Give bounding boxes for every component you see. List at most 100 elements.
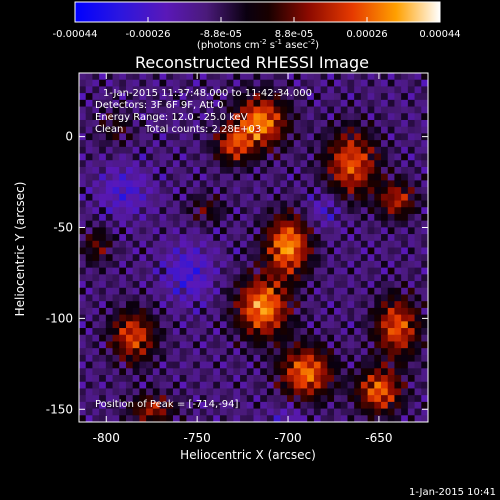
- heatmap-cell: [125, 381, 134, 390]
- heatmap-cell: [387, 133, 396, 141]
- heatmap-cell: [172, 287, 181, 296]
- heatmap-cell: [99, 166, 107, 175]
- heatmap-cell: [300, 247, 308, 255]
- heatmap-cell: [219, 240, 228, 249]
- heatmap-cell: [240, 173, 248, 181]
- heatmap-cell: [119, 287, 127, 296]
- heatmap-cell: [421, 99, 428, 108]
- heatmap-cell: [213, 254, 221, 262]
- heatmap-cell: [360, 240, 369, 249]
- heatmap-cell: [280, 213, 288, 222]
- heatmap-cell: [334, 213, 342, 222]
- heatmap-cell: [260, 321, 268, 329]
- heatmap-cell: [146, 260, 154, 269]
- heatmap-cell: [99, 415, 107, 422]
- heatmap-cell: [313, 93, 322, 101]
- heatmap-cell: [354, 234, 362, 242]
- heatmap-cell: [381, 368, 389, 376]
- heatmap-cell: [125, 395, 134, 403]
- heatmap-cell: [313, 220, 322, 228]
- heatmap-cell: [186, 415, 194, 422]
- heatmap-cell: [193, 281, 201, 289]
- heatmap-cell: [213, 73, 221, 81]
- heatmap-cell: [213, 354, 221, 363]
- heatmap-cell: [387, 207, 396, 215]
- heatmap-cell: [273, 200, 281, 208]
- heatmap-cell: [287, 213, 295, 222]
- heatmap-cell: [253, 247, 261, 255]
- heatmap-cell: [79, 193, 87, 202]
- heatmap-cell: [246, 119, 255, 128]
- heatmap-cell: [119, 281, 127, 289]
- heatmap-cell: [374, 274, 382, 282]
- heatmap-cell: [79, 321, 87, 329]
- heatmap-cell: [105, 119, 114, 128]
- heatmap-cell: [179, 113, 187, 121]
- heatmap-cell: [79, 334, 87, 343]
- heatmap-cell: [354, 328, 362, 336]
- heatmap-cell: [293, 146, 302, 155]
- heatmap-cell: [226, 415, 234, 422]
- heatmap-cell: [421, 126, 428, 134]
- heatmap-cell: [213, 348, 221, 356]
- heatmap-cell: [347, 187, 355, 195]
- heatmap-cell: [159, 187, 167, 195]
- heatmap-cell: [293, 341, 302, 349]
- heatmap-cell: [367, 220, 375, 228]
- heatmap-cell: [327, 240, 335, 249]
- heatmap-cell: [381, 240, 389, 249]
- heatmap-cell: [139, 146, 147, 155]
- heatmap-cell: [152, 401, 161, 410]
- heatmap-cell: [92, 341, 100, 349]
- heatmap-cell: [293, 173, 302, 181]
- heatmap-cell: [293, 126, 302, 134]
- heatmap-cell: [132, 240, 140, 249]
- x-tick-label: -800: [93, 431, 120, 445]
- heatmap-cell: [206, 153, 214, 161]
- heatmap-cell: [159, 180, 167, 188]
- heatmap-cell: [347, 354, 355, 363]
- heatmap-cell: [246, 395, 255, 403]
- heatmap-cell: [260, 307, 268, 316]
- heatmap-cell: [354, 348, 362, 356]
- heatmap-cell: [246, 187, 255, 195]
- heatmap-cell: [387, 119, 396, 128]
- heatmap-cell: [260, 375, 268, 383]
- heatmap-cell: [99, 119, 107, 128]
- heatmap-cell: [119, 227, 127, 235]
- heatmap-cell: [112, 113, 120, 121]
- heatmap-cell: [172, 140, 181, 148]
- heatmap-cell: [112, 99, 120, 108]
- heatmap-cell: [374, 73, 382, 81]
- heatmap-cell: [240, 254, 248, 262]
- heatmap-cell: [320, 113, 328, 121]
- heatmap-cell: [206, 200, 214, 208]
- heatmap-cell: [407, 368, 416, 376]
- heatmap-cell: [340, 160, 349, 168]
- heatmap-cell: [327, 381, 335, 390]
- heatmap-cell: [166, 301, 174, 309]
- heatmap-cell: [354, 146, 362, 155]
- heatmap-cell: [105, 267, 114, 275]
- heatmap-cell: [125, 187, 134, 195]
- heatmap-cell: [320, 247, 328, 255]
- heatmap-cell: [340, 140, 349, 148]
- heatmap-cell: [334, 274, 342, 282]
- heatmap-cell: [146, 106, 154, 114]
- heatmap-cell: [273, 274, 281, 282]
- heatmap-cell: [387, 106, 396, 114]
- heatmap-cell: [300, 287, 308, 296]
- heatmap-cell: [125, 119, 134, 128]
- heatmap-cell: [132, 254, 140, 262]
- heatmap-cell: [374, 160, 382, 168]
- heatmap-cell: [219, 408, 228, 416]
- heatmap-cell: [307, 200, 315, 208]
- heatmap-cell: [85, 119, 94, 128]
- heatmap-cell: [273, 86, 281, 94]
- heatmap-cell: [206, 254, 214, 262]
- heatmap-cell: [313, 254, 322, 262]
- heatmap-cell: [105, 334, 114, 343]
- heatmap-cell: [280, 133, 288, 141]
- heatmap-cell: [206, 388, 214, 396]
- heatmap-cell: [219, 368, 228, 376]
